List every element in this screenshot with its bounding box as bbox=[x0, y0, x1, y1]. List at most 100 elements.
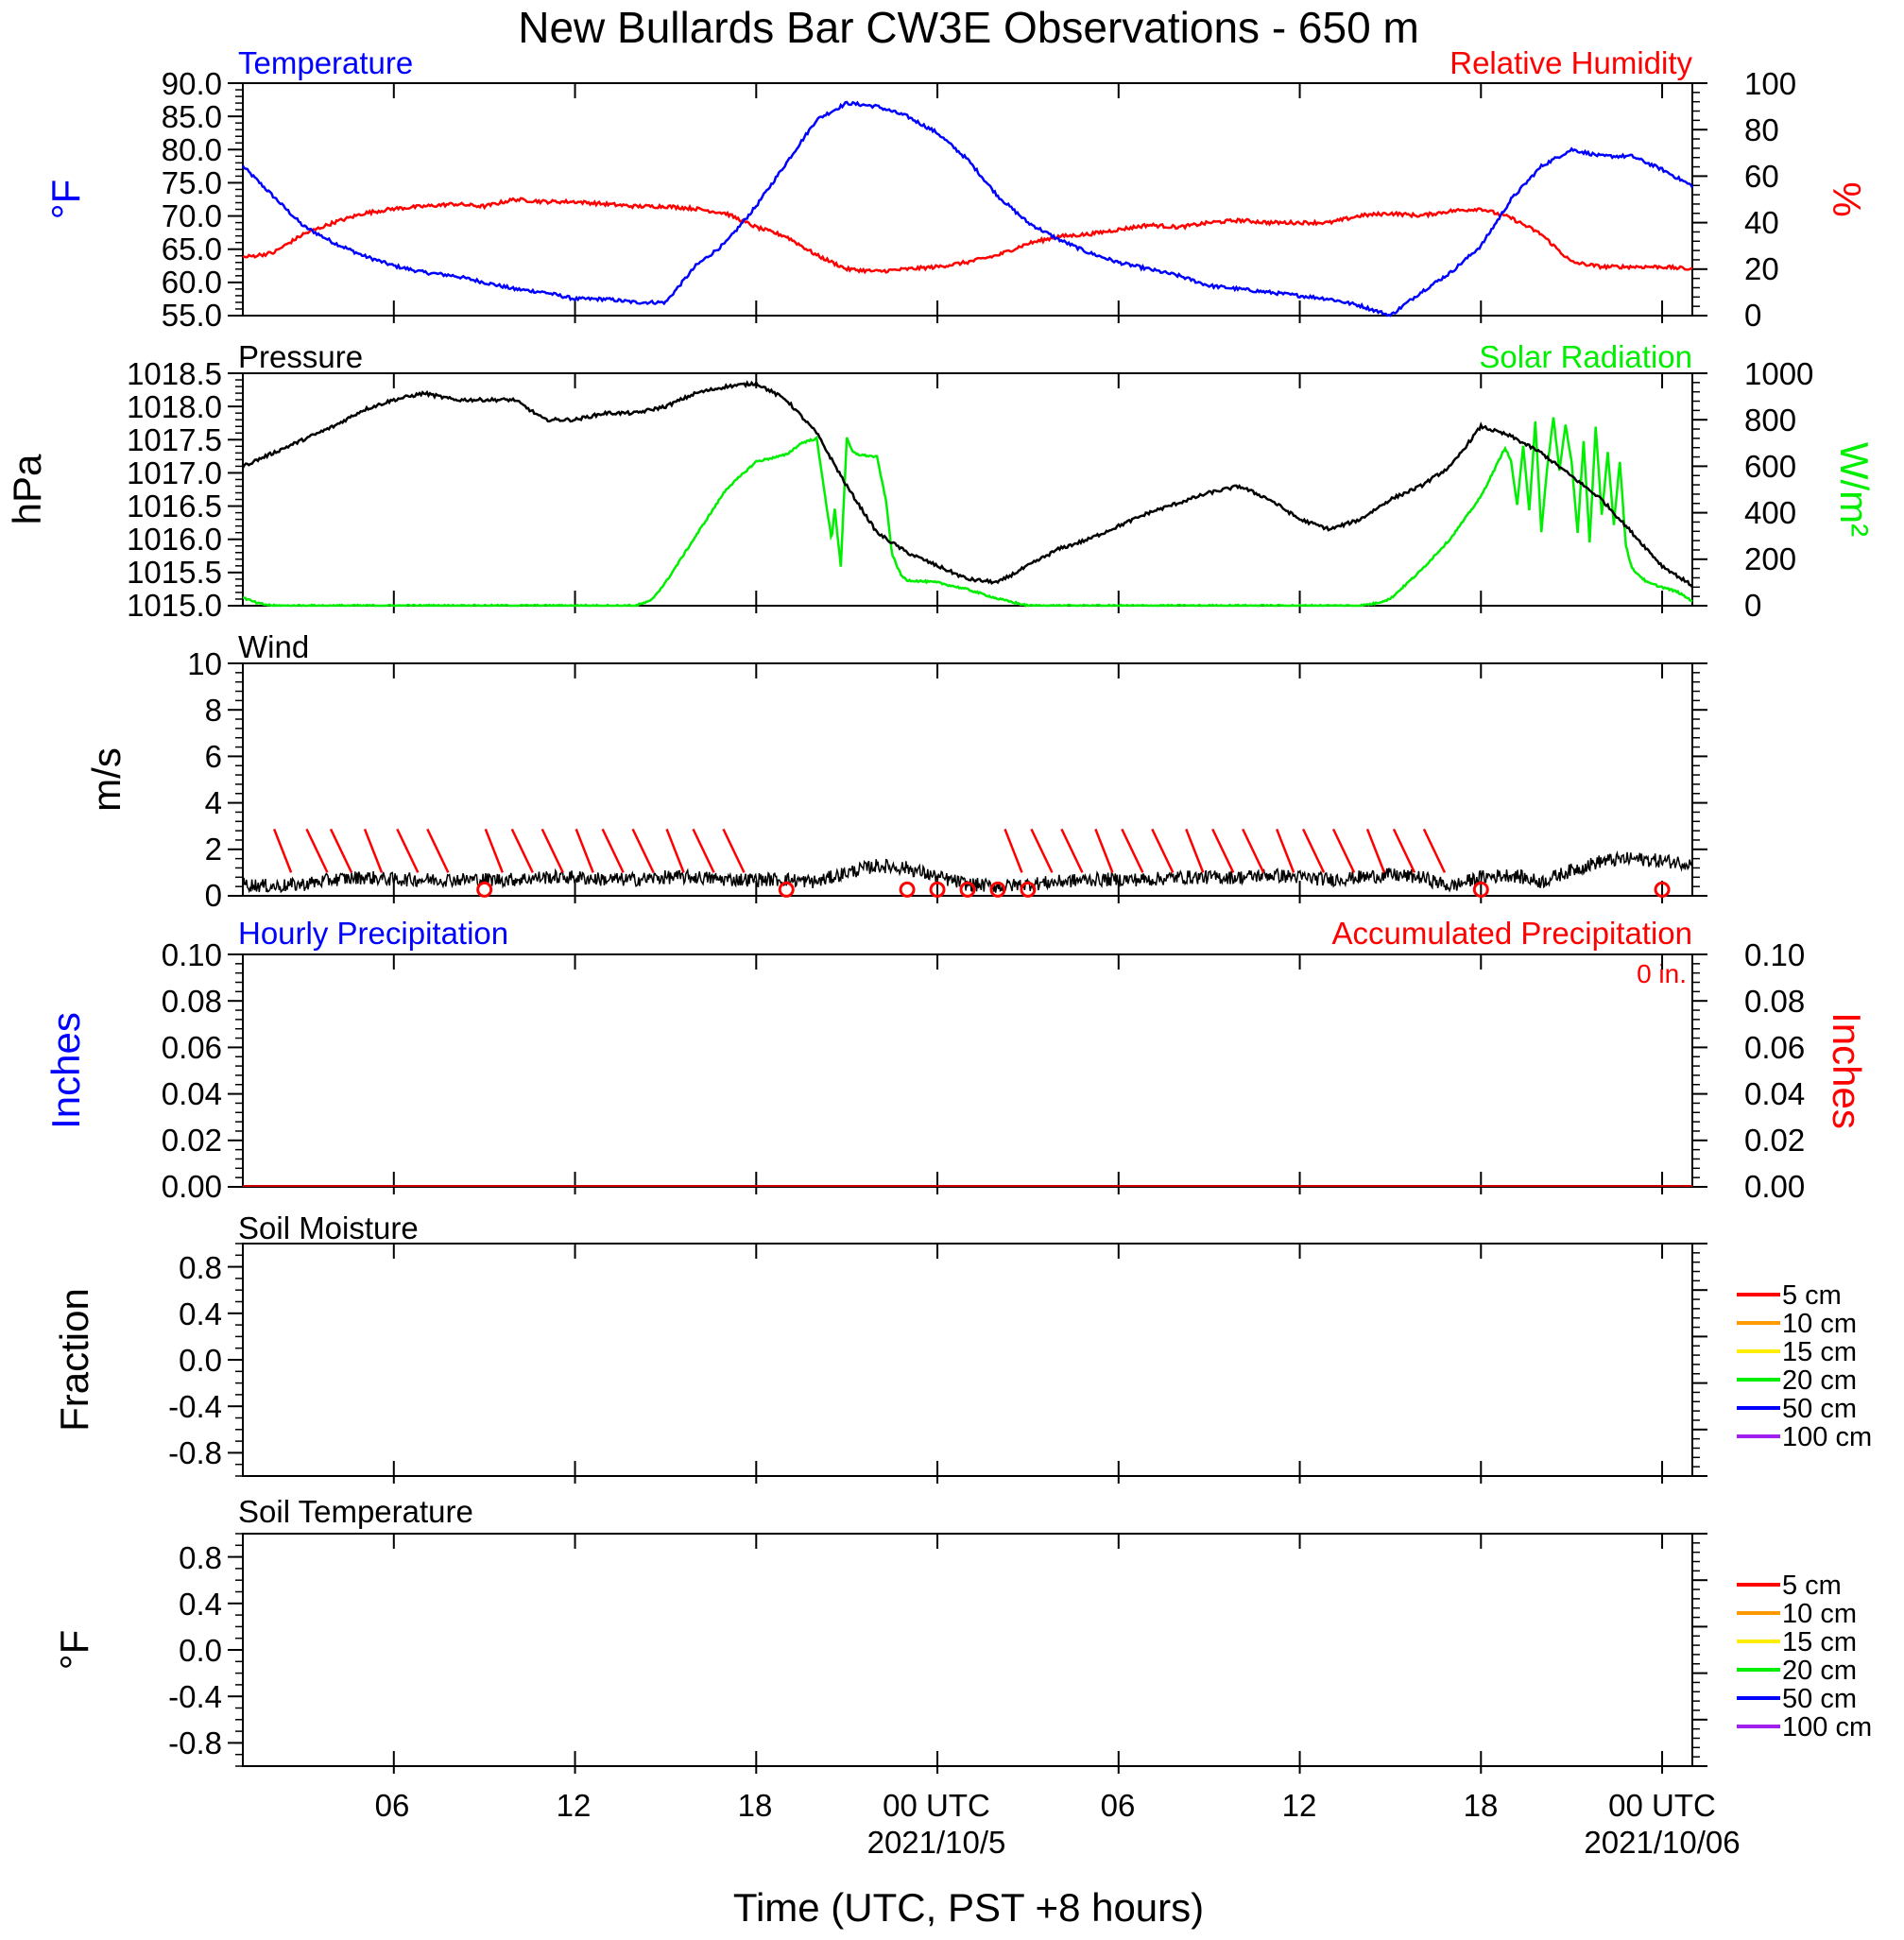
solar-radiation-line bbox=[242, 417, 1693, 608]
legend-item: 5 cm bbox=[1737, 1571, 1842, 1601]
soil-moisture-legend: 5 cm 10 cm 15 cm 20 cm 50 cm 100 cm bbox=[1737, 1280, 1872, 1452]
axis-ticks bbox=[228, 953, 1707, 1194]
y-tick-label: -0.8 bbox=[168, 1435, 222, 1470]
legend-label: 100 cm bbox=[1782, 1422, 1872, 1452]
axis-ticks bbox=[228, 662, 1707, 903]
y-tick-label: 4 bbox=[205, 785, 222, 820]
y-tick-label: 0.02 bbox=[1744, 1123, 1805, 1158]
y-tick-label: 10 bbox=[187, 646, 222, 681]
legend-item: 50 cm bbox=[1737, 1394, 1857, 1424]
y-tick-label: 8 bbox=[205, 693, 222, 728]
x-axis-label: Time (UTC, PST +8 hours) bbox=[733, 1885, 1204, 1930]
y-tick-label: 1018.5 bbox=[127, 356, 222, 391]
y-tick-label: 0.8 bbox=[179, 1540, 222, 1575]
y-tick-label: 0.04 bbox=[1744, 1076, 1805, 1111]
legend-item: 15 cm bbox=[1737, 1337, 1857, 1367]
wind-barb bbox=[1151, 828, 1175, 873]
y-tick-label: 85.0 bbox=[162, 99, 222, 134]
wind-barb bbox=[484, 828, 505, 873]
y-tick-label: 0 bbox=[1744, 298, 1761, 333]
legend-label: 15 cm bbox=[1782, 1627, 1857, 1657]
soil-temperature-legend: 5 cm 10 cm 15 cm 20 cm 50 cm 100 cm bbox=[1737, 1571, 1872, 1743]
y-tick-label: 100 bbox=[1744, 66, 1796, 101]
wind-barb bbox=[601, 828, 625, 873]
y-tick-label: 0.06 bbox=[1744, 1030, 1805, 1065]
y-tick-label: 600 bbox=[1744, 449, 1796, 484]
soil-temperature-axis-label: °F bbox=[52, 1630, 96, 1670]
calm-wind-marker bbox=[929, 881, 946, 898]
x-tick-label: 18 bbox=[738, 1788, 773, 1823]
wind-barb bbox=[1422, 828, 1447, 873]
soil-moisture-tick-labels: 0.8 0.4 0.0 -0.4 -0.8 bbox=[168, 1250, 222, 1470]
y-tick-label: 60 bbox=[1744, 159, 1779, 194]
wind-barb bbox=[692, 828, 715, 873]
axis-ticks bbox=[228, 82, 1707, 323]
y-tick-label: 0.10 bbox=[162, 937, 222, 972]
y-tick-label: 6 bbox=[205, 739, 222, 774]
wind-barb bbox=[540, 828, 564, 873]
y-tick-label: 0.4 bbox=[179, 1587, 222, 1622]
wind-barb bbox=[1211, 828, 1235, 873]
wind-barb bbox=[722, 828, 746, 873]
panel-frame bbox=[242, 1533, 1693, 1767]
y-tick-label: 55.0 bbox=[162, 298, 222, 333]
pressure-axis-label: hPa bbox=[5, 454, 49, 524]
humidity-line bbox=[242, 197, 1693, 275]
legend-item: 100 cm bbox=[1737, 1712, 1872, 1743]
wind-barb bbox=[1392, 828, 1416, 873]
y-tick-label: 0 bbox=[1744, 588, 1761, 623]
y-tick-label: 70.0 bbox=[162, 198, 222, 233]
y-tick-label: 20 bbox=[1744, 251, 1779, 286]
panel-pressure-solar: Pressure Solar Radiation hPa W/m² 1018.5… bbox=[5, 339, 1877, 623]
wind-barb bbox=[1275, 828, 1295, 873]
wind-title: Wind bbox=[238, 629, 309, 664]
calm-wind-marker bbox=[959, 881, 976, 898]
y-tick-label: 0.04 bbox=[162, 1076, 222, 1111]
calm-wind-marker bbox=[1654, 881, 1671, 898]
wind-barb bbox=[1301, 828, 1326, 873]
legend-label: 10 cm bbox=[1782, 1309, 1857, 1339]
wind-barb bbox=[272, 828, 293, 873]
temperature-line bbox=[241, 100, 1694, 318]
hourly-precip-axis-label: Inches bbox=[43, 1012, 88, 1129]
y-tick-label: 1017.5 bbox=[127, 422, 222, 457]
panel-frame bbox=[242, 953, 1693, 1188]
wind-barb bbox=[665, 828, 685, 873]
y-tick-label: 1016.0 bbox=[127, 522, 222, 557]
temperature-axis-label: °F bbox=[43, 180, 88, 219]
accum-precip-title: Accumulated Precipitation bbox=[1331, 916, 1692, 951]
x-tick-label: 12 bbox=[1282, 1788, 1317, 1823]
humidity-axis-label: % bbox=[1825, 181, 1869, 216]
y-tick-label: 200 bbox=[1744, 541, 1796, 576]
wind-barb bbox=[1331, 828, 1356, 873]
wind-barb bbox=[1060, 828, 1084, 873]
wind-barb bbox=[1365, 828, 1386, 873]
y-tick-label: 0.10 bbox=[1744, 937, 1805, 972]
pressure-title: Pressure bbox=[238, 339, 363, 374]
legend-label: 100 cm bbox=[1782, 1712, 1872, 1743]
y-tick-label: -0.4 bbox=[168, 1679, 222, 1714]
wind-barb bbox=[1121, 828, 1144, 873]
y-tick-label: 1000 bbox=[1744, 356, 1813, 391]
legend-label: 5 cm bbox=[1782, 1571, 1842, 1601]
x-date-label: 2021/10/5 bbox=[867, 1825, 1006, 1860]
y-tick-label: 75.0 bbox=[162, 165, 222, 200]
hourly-precip-title: Hourly Precipitation bbox=[238, 916, 508, 951]
solar-axis-label: W/m² bbox=[1832, 442, 1877, 537]
legend-label: 20 cm bbox=[1782, 1365, 1857, 1396]
y-tick-label: 1015.0 bbox=[127, 588, 222, 623]
axis-ticks bbox=[228, 1243, 1707, 1484]
solar-tick-labels: 1000 800 600 400 200 0 bbox=[1744, 356, 1813, 623]
y-tick-label: 90.0 bbox=[162, 66, 222, 101]
legend-item: 10 cm bbox=[1737, 1309, 1857, 1339]
x-tick-label: 00 UTC bbox=[1608, 1788, 1716, 1823]
y-tick-label: 2 bbox=[205, 832, 222, 867]
panel-soil-moisture: Soil Moisture Fraction 0.8 0.4 0.0 -0.4 … bbox=[52, 1210, 1872, 1484]
y-tick-label: 80 bbox=[1744, 112, 1779, 147]
wind-barbs bbox=[272, 828, 1671, 898]
y-tick-label: 1016.5 bbox=[127, 489, 222, 524]
y-tick-label: -0.4 bbox=[168, 1389, 222, 1424]
y-tick-label: -0.8 bbox=[168, 1725, 222, 1760]
wind-barb bbox=[1185, 828, 1205, 873]
